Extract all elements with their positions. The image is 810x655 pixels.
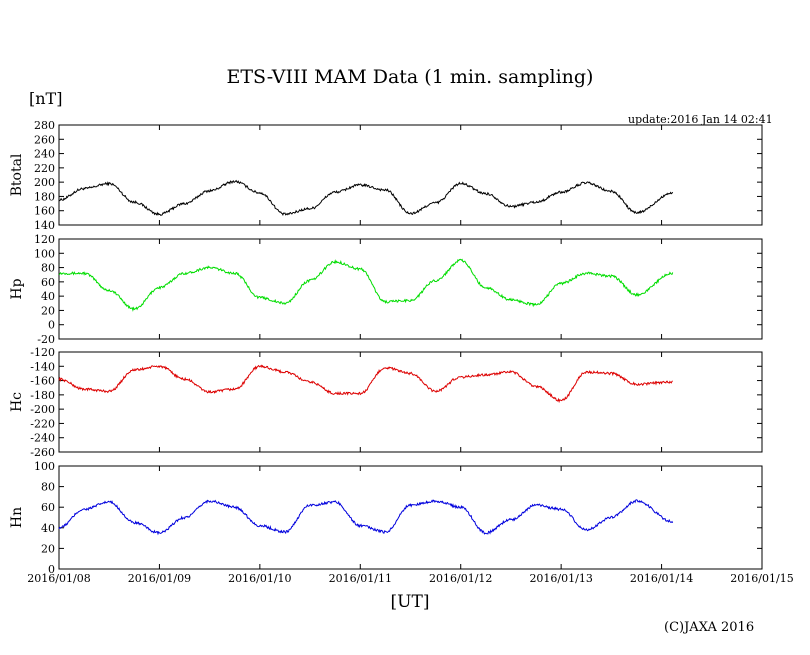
y-tick-label: 0: [48, 319, 55, 332]
y-tick-label: 280: [34, 119, 55, 132]
unit-label: [nT]: [29, 89, 63, 108]
plot-frame: [58, 124, 763, 226]
x-tick-label: 2016/01/11: [329, 572, 392, 585]
update-timestamp: update:2016 Jan 14 02:41: [628, 113, 773, 126]
y-axis-label: Btotal: [9, 153, 25, 196]
x-tick-label: 2016/01/14: [630, 572, 693, 585]
x-tick-label: 2016/01/09: [128, 572, 191, 585]
y-tick-label: -140: [30, 360, 55, 373]
y-tick-label: 140: [34, 219, 55, 232]
y-tick-label: 60: [41, 276, 55, 289]
series-line: [58, 364, 673, 404]
y-tick-label: 20: [41, 304, 55, 317]
y-tick-label: 200: [34, 176, 55, 189]
y-tick-label: 40: [41, 290, 55, 303]
y-tick-label: -180: [30, 389, 55, 402]
y-tick-label: 0: [48, 563, 55, 576]
y-axis-label: Hp: [9, 278, 25, 299]
x-tick-label: 2016/01/13: [529, 572, 592, 585]
y-tick-label: -260: [30, 446, 55, 459]
y-tick-label: 180: [34, 190, 55, 203]
y-tick-label: 220: [34, 162, 55, 175]
y-tick-label: 240: [34, 148, 55, 161]
panel-hn: 0 20 40 60 80 100 2016/01/08 2016/01/09 2016/01/…: [9, 460, 794, 585]
x-tick-label: 2016/01/10: [228, 572, 291, 585]
series-line: [58, 499, 674, 536]
y-axis-label: Hn: [9, 507, 25, 528]
y-tick-label: -120: [30, 346, 55, 359]
y-tick-label: 120: [34, 233, 55, 246]
y-tick-label: 20: [41, 542, 55, 555]
panel-hc: -260-240 -220-200-180-160 -140-120 Hc: [9, 346, 763, 459]
x-axis-label: [UT]: [390, 592, 430, 612]
y-tick-label: 60: [41, 501, 55, 514]
x-tick-label: 2016/01/12: [429, 572, 492, 585]
copyright: (C)JAXA 2016: [664, 620, 755, 635]
series-line: [58, 258, 674, 312]
y-tick-label: 40: [41, 522, 55, 535]
y-tick-label: 80: [41, 481, 55, 494]
x-tick-label: 2016/01/08: [27, 572, 90, 585]
plot-frame: [58, 351, 763, 453]
series-line: [58, 179, 674, 217]
y-tick-label: -20: [37, 333, 55, 346]
y-tick-label: 260: [34, 133, 55, 146]
y-tick-label: -160: [30, 375, 55, 388]
x-tick-label: 2016/01/15: [730, 572, 793, 585]
plot-frame: [58, 465, 763, 570]
y-tick-label: -220: [30, 417, 55, 430]
y-tick-label: 80: [41, 262, 55, 275]
y-tick-label: 100: [34, 460, 55, 473]
y-tick-label: -200: [30, 403, 55, 416]
plot-frame: [58, 238, 763, 340]
y-axis-label: Hc: [9, 392, 25, 412]
y-tick-label: 160: [34, 205, 55, 218]
page-title: ETS-VIII MAM Data (1 min. sampling): [226, 66, 594, 88]
y-tick-label: 100: [34, 247, 55, 260]
y-tick-label: -240: [30, 432, 55, 445]
